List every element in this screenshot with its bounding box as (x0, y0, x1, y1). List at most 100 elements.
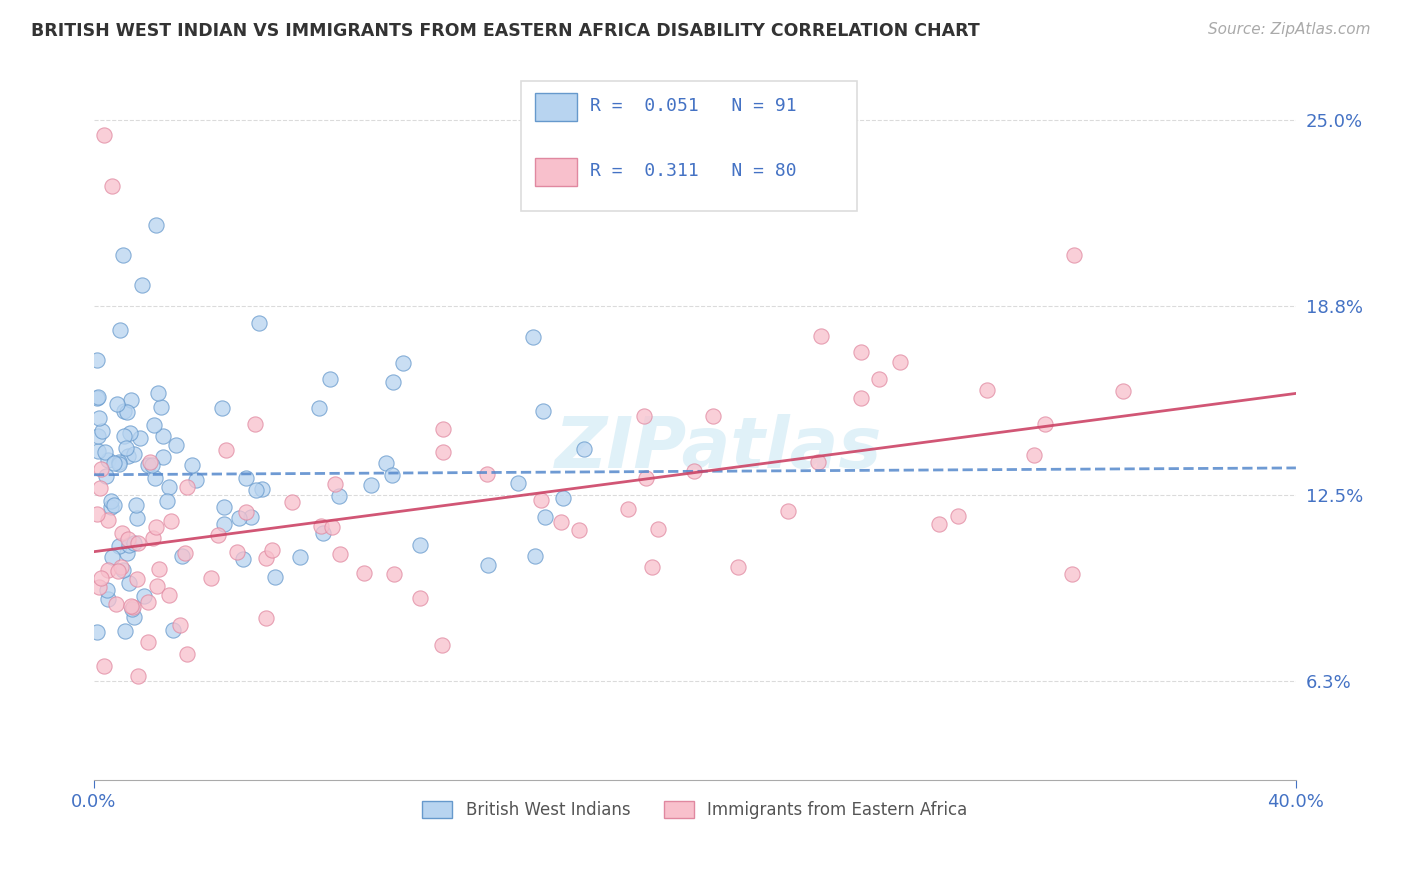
Text: R =  0.311   N = 80: R = 0.311 N = 80 (591, 161, 797, 179)
Point (727, 560, 749, 574)
Point (118, 575, 141, 590)
Point (226, 545, 249, 559)
Point (477, 558, 499, 573)
Point (87, 429, 110, 443)
Point (176, 480, 198, 494)
Text: R =  0.051   N = 91: R = 0.051 N = 91 (591, 96, 797, 115)
FancyBboxPatch shape (536, 159, 576, 186)
Point (523, 549, 546, 563)
Point (101, 549, 124, 564)
Text: Source: ZipAtlas.com: Source: ZipAtlas.com (1208, 22, 1371, 37)
Legend: British West Indians, Immigrants from Eastern Africa: British West Indians, Immigrants from Ea… (416, 795, 974, 826)
FancyBboxPatch shape (520, 81, 858, 211)
Point (96, 582, 118, 597)
Point (530, 493, 553, 508)
Point (97, 513, 120, 527)
Point (117, 449, 139, 463)
Point (108, 455, 131, 469)
Point (280, 495, 302, 509)
Point (475, 467, 498, 481)
Point (156, 494, 179, 508)
Point (319, 372, 342, 386)
Point (138, 458, 160, 472)
Point (176, 647, 198, 661)
Point (162, 624, 184, 638)
Point (86, 352, 108, 367)
Point (93, 659, 115, 673)
Point (572, 442, 595, 457)
Point (181, 458, 204, 472)
Point (136, 595, 159, 609)
Point (117, 532, 139, 546)
Point (142, 531, 165, 545)
Point (103, 498, 125, 512)
Point (141, 458, 163, 473)
Point (149, 400, 172, 414)
Point (207, 528, 229, 542)
Point (323, 477, 346, 491)
Text: ZIPatlas: ZIPatlas (555, 414, 883, 483)
Point (125, 498, 148, 512)
Point (308, 401, 330, 416)
Point (86, 507, 108, 521)
Point (647, 522, 669, 536)
Point (568, 523, 591, 537)
Point (633, 409, 655, 424)
Point (228, 511, 250, 525)
Point (1033, 417, 1056, 431)
Point (381, 375, 404, 389)
Point (807, 454, 830, 468)
Point (148, 386, 170, 401)
Point (382, 566, 405, 581)
Point (145, 520, 167, 534)
Point (115, 441, 138, 455)
Point (93, 128, 115, 142)
Point (254, 611, 277, 625)
Point (111, 563, 134, 577)
Point (169, 617, 191, 632)
Point (129, 431, 152, 445)
Point (112, 429, 135, 443)
Point (131, 277, 153, 292)
Point (97, 592, 120, 607)
Point (89, 481, 111, 495)
Point (114, 624, 136, 638)
Point (353, 566, 375, 580)
Point (122, 536, 145, 550)
Point (243, 417, 266, 431)
Point (142, 417, 165, 432)
Point (115, 404, 138, 418)
Point (112, 403, 135, 417)
Point (97, 563, 120, 577)
Point (976, 383, 998, 397)
Point (86, 625, 108, 640)
Point (100, 500, 122, 515)
Point (1112, 384, 1135, 398)
Point (120, 426, 142, 441)
Point (107, 539, 129, 553)
Point (239, 510, 262, 524)
Point (125, 572, 148, 586)
Point (127, 668, 149, 682)
Point (165, 438, 187, 452)
Point (145, 579, 167, 593)
Point (928, 516, 950, 531)
Point (235, 505, 257, 519)
Point (522, 330, 544, 344)
Point (103, 456, 125, 470)
Point (375, 456, 398, 470)
Point (232, 551, 254, 566)
Point (409, 591, 432, 605)
Point (97, 452, 120, 467)
Point (157, 588, 180, 602)
Point (290, 549, 312, 564)
Point (86, 391, 108, 405)
Point (101, 178, 124, 193)
Point (87, 580, 110, 594)
Point (138, 635, 160, 649)
Point (508, 475, 530, 490)
Point (1022, 448, 1045, 462)
Point (312, 525, 335, 540)
Point (247, 316, 270, 330)
Point (184, 473, 207, 487)
